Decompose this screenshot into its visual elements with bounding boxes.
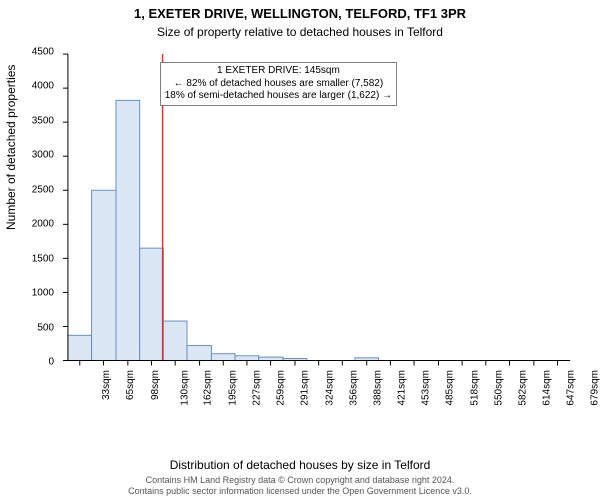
y-tick-label: 1000 [32, 288, 54, 299]
x-tick-label: 291sqm [300, 370, 311, 406]
copyright: Contains HM Land Registry data © Crown c… [0, 475, 600, 496]
x-tick-label: 98sqm [150, 370, 161, 400]
x-tick-label: 130sqm [179, 370, 190, 406]
x-axis-label: Distribution of detached houses by size … [0, 458, 600, 472]
x-tick-label: 388sqm [372, 370, 383, 406]
copyright-line-1: Contains HM Land Registry data © Crown c… [0, 475, 600, 485]
histogram-chart [62, 52, 580, 414]
x-tick-label: 582sqm [517, 370, 528, 406]
x-tick-label: 679sqm [590, 370, 600, 406]
x-tick-label: 33sqm [101, 370, 112, 400]
y-tick-label: 2000 [32, 219, 54, 230]
x-tick-label: 227sqm [252, 370, 263, 406]
y-tick-label: 3000 [32, 150, 54, 161]
x-tick-label: 518sqm [469, 370, 480, 406]
y-tick-label: 1500 [32, 253, 54, 264]
x-tick-label: 614sqm [541, 370, 552, 406]
copyright-line-2: Contains public sector information licen… [0, 486, 600, 496]
x-tick-label: 162sqm [203, 370, 214, 406]
y-axis-label: Number of detached properties [4, 65, 18, 230]
x-tick-label: 647sqm [566, 370, 577, 406]
annotation-box: 1 EXETER DRIVE: 145sqm ← 82% of detached… [160, 62, 397, 106]
annotation-line-2: ← 82% of detached houses are smaller (7,… [165, 78, 392, 91]
x-tick-label: 65sqm [125, 370, 136, 400]
page-title: 1, EXETER DRIVE, WELLINGTON, TELFORD, TF… [0, 0, 600, 23]
y-tick-label: 4000 [32, 81, 54, 92]
x-tick-label: 356sqm [348, 370, 359, 406]
y-tick-label: 500 [37, 322, 54, 333]
x-tick-label: 195sqm [228, 370, 239, 406]
annotation-line-3: 18% of semi-detached houses are larger (… [165, 90, 392, 103]
x-tick-label: 485sqm [445, 370, 456, 406]
x-tick-label: 259sqm [276, 370, 287, 406]
x-tick-label: 550sqm [493, 370, 504, 406]
x-tick-label: 421sqm [397, 370, 408, 406]
y-tick-label: 2500 [32, 184, 54, 195]
x-tick-label: 453sqm [421, 370, 432, 406]
page-subtitle: Size of property relative to detached ho… [0, 23, 600, 39]
annotation-line-1: 1 EXETER DRIVE: 145sqm [165, 65, 392, 78]
y-tick-label: 0 [48, 357, 54, 368]
x-tick-label: 324sqm [324, 370, 335, 406]
y-tick-label: 4500 [32, 47, 54, 58]
y-tick-label: 3500 [32, 115, 54, 126]
